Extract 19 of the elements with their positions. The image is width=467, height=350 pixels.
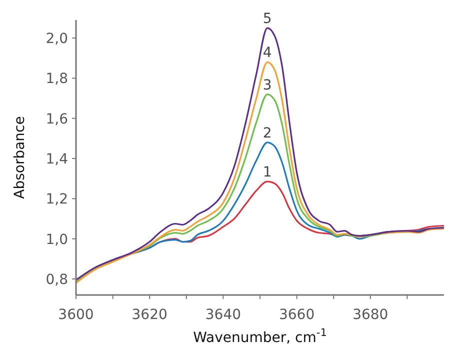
y-tick-label: 1,4 [46,152,68,168]
x-tick-label: 3680 [352,307,388,323]
series-label: 5 [262,11,272,28]
x-tick-label: 3600 [58,307,94,323]
y-tick-label: 1,0 [46,232,68,248]
series-label: 2 [262,125,272,142]
series-label: 3 [262,77,272,94]
y-tick-label: 1,8 [46,71,68,88]
y-tick-label: 0,8 [46,272,68,288]
y-axis-title: Absorbance [12,116,28,199]
y-tick-label: 2,0 [46,31,68,48]
series-label: 4 [262,45,272,62]
y-tick-label: 1,2 [46,192,68,208]
x-tick-label: 3620 [132,307,168,323]
x-tick-label: 3640 [205,307,242,323]
series-label: 1 [262,164,272,181]
x-axis-title: Wavenumber, cm$^{-1}$ [193,327,327,346]
y-tick-label: 1,6 [46,111,68,128]
x-tick-label: 3660 [278,307,315,323]
